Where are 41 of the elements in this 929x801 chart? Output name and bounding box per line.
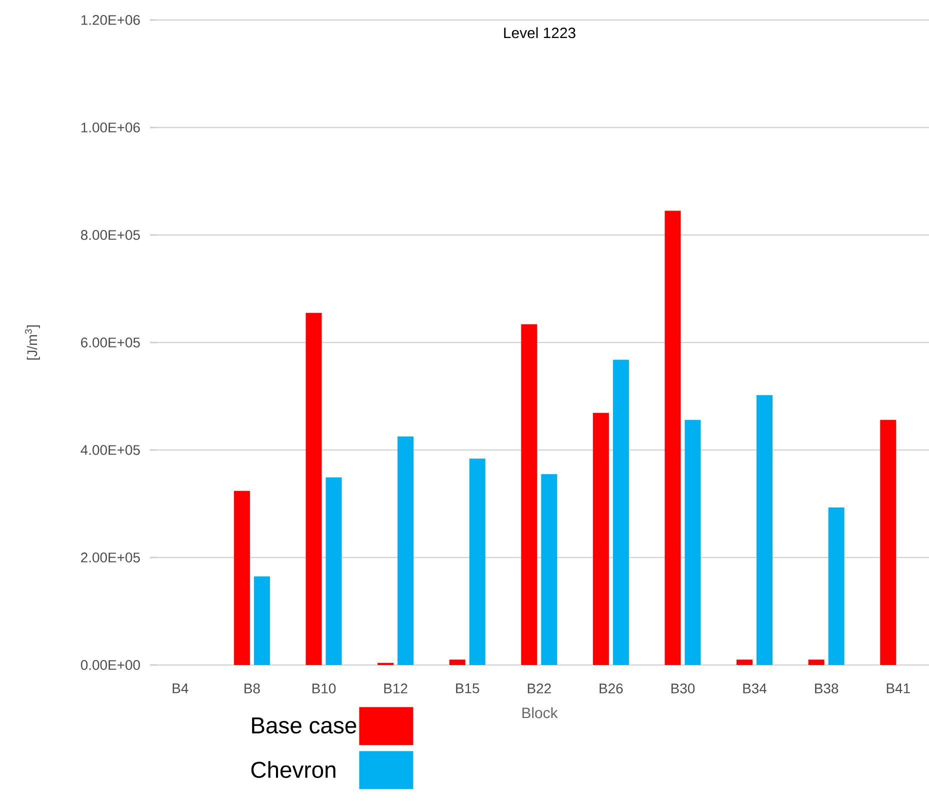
bar (612, 360, 629, 665)
x-tick-label: B22 (528, 684, 551, 694)
y-tick-label: 0.00E+00 (80, 660, 140, 670)
x-axis-title: Block (522, 707, 558, 718)
y-tick-label: 2.00E+05 (81, 552, 140, 562)
bar (736, 660, 753, 665)
y-tick-label: 1.00E+06 (81, 122, 140, 132)
x-tick-label: B4 (172, 684, 188, 694)
bar (306, 312, 322, 665)
x-tick-label: B41 (886, 684, 910, 694)
x-tick-label: B15 (456, 684, 480, 694)
y-axis-title: [J/m$^{3}$] (24, 325, 40, 360)
y-tick-label: 1.20E+06 (81, 15, 140, 25)
x-tick-label: B10 (312, 684, 336, 694)
bar (398, 436, 414, 665)
bar (664, 210, 681, 665)
y-tick-label: 4.00E+05 (80, 445, 140, 455)
bar (756, 395, 773, 665)
bar (521, 324, 538, 665)
bar (254, 576, 270, 665)
x-tick-label: B30 (671, 684, 695, 694)
bar (449, 660, 466, 665)
bar (326, 477, 342, 665)
y-tick-label: 8.00E+05 (80, 230, 140, 240)
chart-title: Level 1223 (504, 27, 576, 38)
bar (828, 508, 844, 665)
bar (592, 412, 609, 665)
y-tick-label: 6.00E+05 (81, 338, 140, 348)
legend-label: Base case (252, 718, 356, 734)
x-tick-label: B38 (815, 684, 838, 694)
bar (808, 660, 824, 665)
x-tick-label: B26 (600, 684, 623, 694)
bar (541, 474, 558, 665)
bar (234, 490, 250, 665)
x-tick-label: B12 (384, 684, 408, 694)
bar (684, 420, 701, 665)
bar (880, 420, 896, 665)
legend-label: Chevron (251, 761, 336, 778)
x-tick-label: B8 (244, 684, 260, 694)
x-tick-label: B34 (743, 684, 767, 694)
bar (469, 458, 486, 665)
